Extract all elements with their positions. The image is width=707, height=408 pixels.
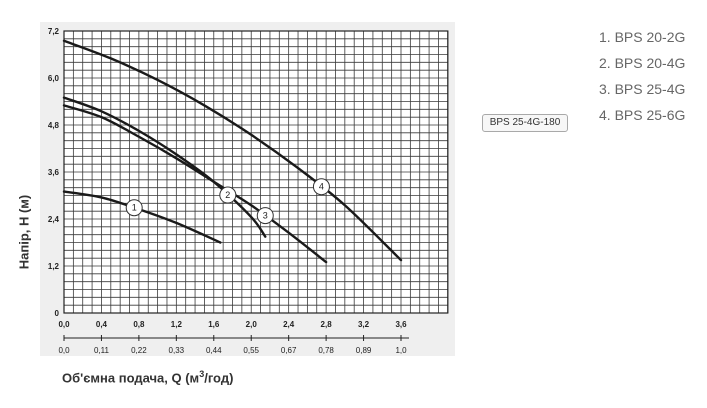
y-tick-label: 7,2 — [48, 27, 60, 36]
y-tick-label: 2,4 — [48, 215, 60, 224]
curve-series-3 — [62, 104, 328, 264]
legend-item: 4. BPS 25-6G — [599, 107, 686, 123]
legend: 1. BPS 20-2G 2. BPS 20-4G 3. BPS 25-4G 4… — [599, 24, 685, 128]
pump-performance-chart: 0 1,2 2,4 3,6 4,8 6,0 7,2 0,0 0,4 0,8 1,2 1,6 2,0 2,4… — [48, 27, 449, 355]
x-tick-label: 2,4 — [283, 320, 295, 329]
x-tick-label: 2,0 — [246, 320, 258, 329]
x-secondary-tick-label: 0,22 — [131, 346, 147, 355]
x-secondary-tick-label: 0,89 — [356, 346, 372, 355]
y-tick-label: 3,6 — [48, 168, 60, 177]
legend-item: 2. BPS 20-4G — [599, 55, 686, 71]
curve-marker-label: 1 — [132, 203, 137, 213]
x-axis-label: Об'ємна подача, Q (м3/год) — [62, 369, 233, 385]
curve-marker-4 — [312, 178, 330, 196]
y-tick-label: 1,2 — [48, 262, 60, 271]
curve-marker-2 — [219, 186, 237, 204]
x-tick-label: 0,4 — [96, 320, 108, 329]
x-tick-label: 0,8 — [133, 320, 145, 329]
x-secondary-tick-label: 0,33 — [169, 346, 185, 355]
chart-panel: 0 1,2 2,4 3,6 4,8 6,0 7,2 0,0 0,4 0,8 1,2 1,6 2,0 2,4… — [40, 22, 455, 356]
grid — [63, 30, 449, 314]
curve-marker-label: 2 — [225, 190, 230, 200]
y-axis-label: Напір, Н (м) — [16, 194, 32, 270]
x-tick-label: 2,8 — [321, 320, 333, 329]
plot-border — [63, 30, 449, 314]
x-secondary-tick-label: 0,78 — [318, 346, 334, 355]
x-tick-label: 1,6 — [208, 320, 220, 329]
x-tick-label: 0,0 — [58, 320, 70, 329]
x-axis-label-superscript: 3 — [199, 369, 205, 379]
y-tick-label: 0 — [55, 309, 60, 318]
curve-marker-label: 4 — [319, 182, 324, 192]
x-secondary-tick-label: 0,44 — [206, 346, 222, 355]
y-tick-label: 6,0 — [48, 74, 60, 83]
x-axis-label-main: Об'ємна подача, Q (м — [62, 370, 200, 386]
y-tick-label: 4,8 — [48, 121, 60, 130]
x-tick-label: 3,2 — [358, 320, 370, 329]
legend-item: 1. BPS 20-2G — [599, 29, 686, 45]
x-axis-label-tail: /год) — [204, 370, 234, 386]
model-tag-button[interactable]: BPS 25-4G-180 — [482, 114, 568, 132]
x-secondary-tick-label: 0,0 — [58, 346, 70, 355]
curve-marker-1 — [125, 199, 143, 217]
legend-item: 3. BPS 25-4G — [599, 81, 686, 97]
x-secondary-tick-label: 1,0 — [395, 346, 407, 355]
curve-marker-label: 3 — [263, 211, 268, 221]
x-secondary-tick-label: 0,55 — [243, 346, 259, 355]
x-secondary-tick-label: 0,11 — [94, 346, 110, 355]
curve-series-2 — [62, 96, 267, 238]
curve-marker-3 — [256, 207, 274, 225]
x-tick-label: 1,2 — [171, 320, 183, 329]
x-secondary-tick-label: 0,67 — [281, 346, 297, 355]
curve-series-4 — [62, 39, 403, 262]
x-tick-label: 3,6 — [395, 320, 407, 329]
